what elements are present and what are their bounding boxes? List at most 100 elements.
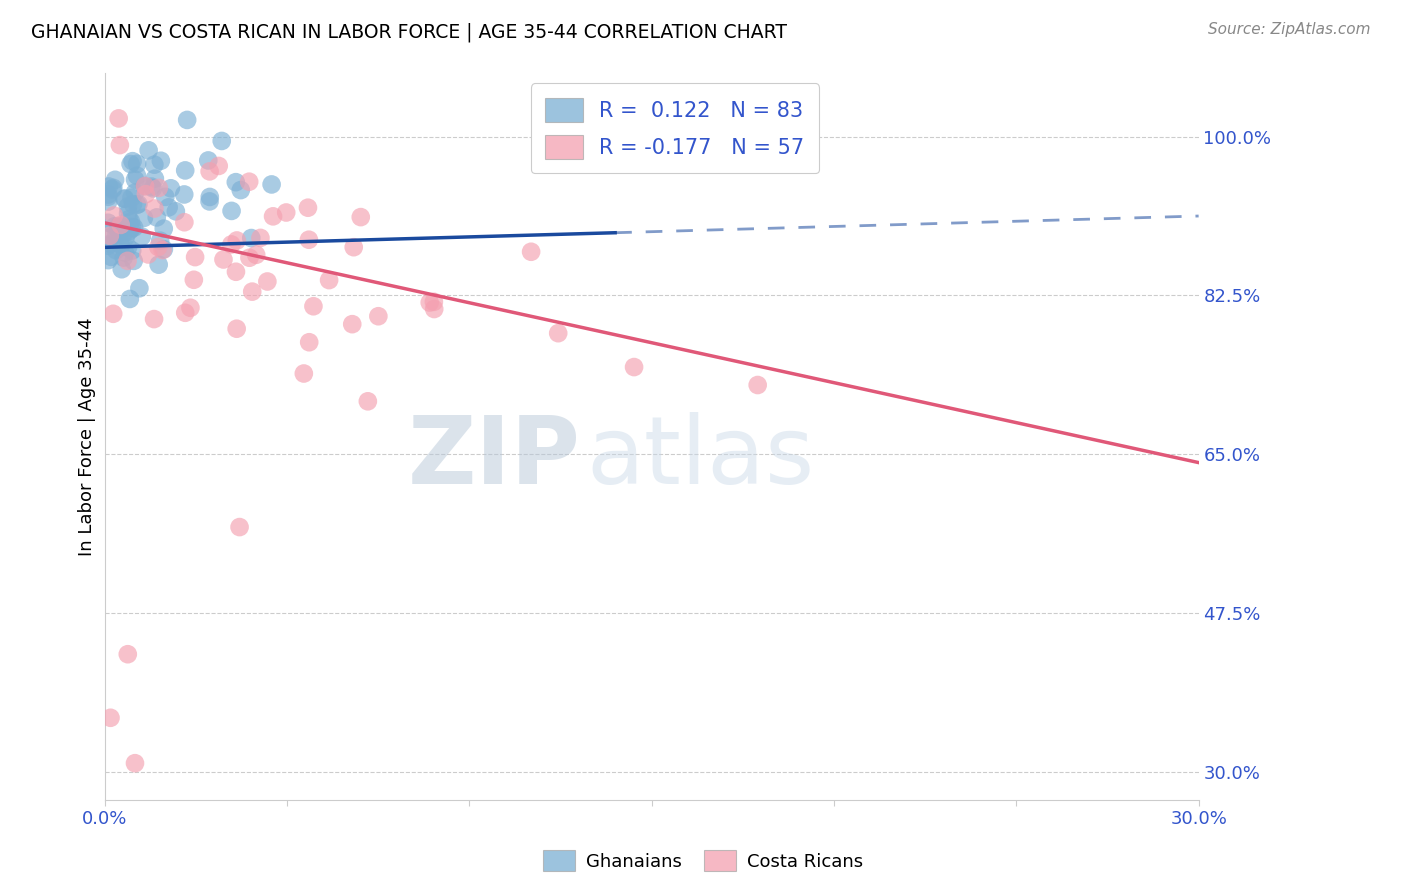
Point: [165, 204, 187, 219]
Point: [143, 171, 166, 186]
Text: Source: ZipAtlas.com: Source: ZipAtlas.com: [1208, 22, 1371, 37]
Point: [122, 197, 145, 211]
Point: [110, 238, 132, 252]
Point: [157, 200, 180, 214]
Point: [134, 179, 156, 194]
Point: [343, 240, 366, 254]
Point: [97, 179, 120, 194]
Point: [125, 198, 148, 212]
Point: [104, 173, 127, 187]
Point: [97, 187, 120, 202]
Point: [184, 250, 207, 264]
Point: [100, 250, 122, 264]
Point: [208, 159, 231, 173]
Point: [100, 236, 122, 251]
Point: [197, 153, 219, 168]
Point: [122, 253, 145, 268]
Point: [423, 301, 446, 316]
Point: [97, 194, 120, 209]
Point: [105, 227, 128, 242]
Text: GHANAIAN VS COSTA RICAN IN LABOR FORCE | AGE 35-44 CORRELATION CHART: GHANAIAN VS COSTA RICAN IN LABOR FORCE |…: [31, 22, 787, 42]
Point: [114, 245, 136, 260]
Point: [141, 179, 163, 194]
Point: [221, 203, 243, 218]
Point: [117, 225, 139, 239]
Point: [121, 244, 143, 258]
Point: [747, 378, 769, 392]
Point: [367, 310, 389, 324]
Point: [142, 181, 165, 195]
Point: [108, 225, 131, 239]
Point: [238, 175, 260, 189]
Text: atlas: atlas: [586, 412, 814, 504]
Point: [118, 212, 141, 227]
Point: [225, 234, 247, 248]
Point: [423, 294, 446, 309]
Point: [114, 192, 136, 206]
Point: [225, 265, 247, 279]
Point: [105, 244, 128, 258]
Point: [149, 234, 172, 248]
Point: [114, 230, 136, 244]
Point: [173, 215, 195, 229]
Point: [107, 219, 129, 234]
Point: [302, 299, 325, 313]
Point: [342, 317, 364, 331]
Point: [117, 240, 139, 254]
Point: [124, 186, 146, 200]
Point: [117, 253, 139, 268]
Point: [143, 158, 166, 172]
Point: [143, 202, 166, 216]
Point: [225, 322, 247, 336]
Point: [249, 231, 271, 245]
Point: [120, 214, 142, 228]
Point: [297, 201, 319, 215]
Point: [623, 360, 645, 375]
Point: [174, 163, 197, 178]
Point: [520, 244, 543, 259]
Point: [212, 252, 235, 267]
Point: [318, 273, 340, 287]
Point: [547, 326, 569, 341]
Text: ZIP: ZIP: [408, 412, 581, 504]
Point: [97, 239, 120, 253]
Point: [131, 229, 153, 244]
Point: [152, 243, 174, 257]
Point: [245, 248, 267, 262]
Point: [225, 175, 247, 189]
Point: [121, 191, 143, 205]
Point: [120, 222, 142, 236]
Point: [111, 262, 134, 277]
Point: [350, 210, 373, 224]
Point: [98, 228, 121, 243]
Point: [103, 307, 125, 321]
Point: [97, 216, 120, 230]
Point: [173, 187, 195, 202]
Point: [229, 183, 252, 197]
Y-axis label: In Labor Force | Age 35-44: In Labor Force | Age 35-44: [79, 317, 96, 556]
Point: [114, 192, 136, 206]
Point: [160, 181, 183, 195]
Point: [240, 231, 263, 245]
Point: [100, 230, 122, 244]
Point: [97, 253, 120, 268]
Point: [120, 157, 142, 171]
Point: [143, 312, 166, 326]
Point: [108, 138, 131, 153]
Point: [110, 218, 132, 232]
Point: [152, 221, 174, 235]
Point: [107, 225, 129, 239]
Point: [124, 756, 146, 771]
Point: [256, 275, 278, 289]
Point: [122, 220, 145, 235]
Point: [148, 258, 170, 272]
Legend: Ghanaians, Costa Ricans: Ghanaians, Costa Ricans: [536, 843, 870, 879]
Point: [153, 242, 176, 256]
Point: [110, 220, 132, 235]
Point: [117, 647, 139, 661]
Point: [125, 169, 148, 183]
Point: [292, 367, 315, 381]
Point: [148, 240, 170, 254]
Point: [136, 247, 159, 261]
Point: [127, 157, 149, 171]
